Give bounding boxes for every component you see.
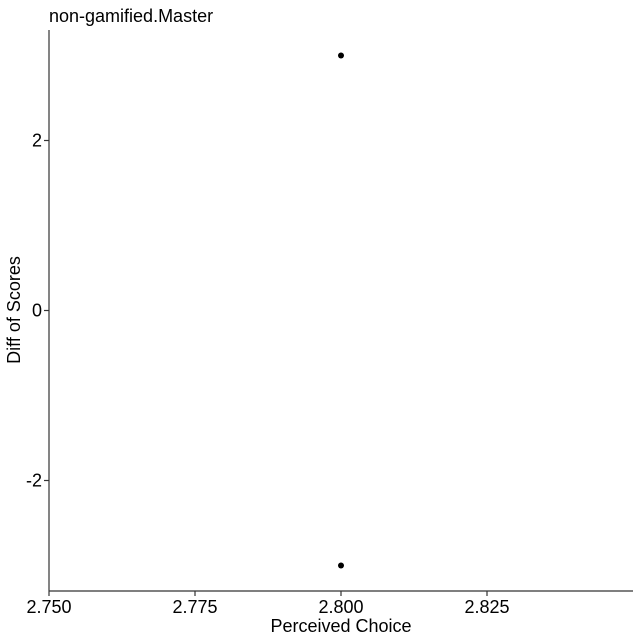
x-tick-label: 2.825 (464, 597, 509, 617)
data-points (338, 52, 344, 569)
y-axis-ticks: -2 0 2 (26, 131, 49, 491)
x-tick-label: 2.750 (26, 597, 71, 617)
y-axis-label: Diff of Scores (4, 256, 24, 364)
y-tick-label: -2 (26, 471, 42, 491)
chart-title: non-gamified.Master (49, 6, 213, 26)
x-tick-label: 2.775 (172, 597, 217, 617)
y-tick-label: 0 (32, 301, 42, 321)
y-tick-label: 2 (32, 131, 42, 151)
data-point (338, 52, 344, 59)
data-point (338, 562, 344, 569)
x-axis-ticks: 2.750 2.775 2.800 2.825 (26, 591, 510, 617)
x-axis-label: Perceived Choice (270, 616, 411, 636)
x-tick-label: 2.800 (318, 597, 363, 617)
